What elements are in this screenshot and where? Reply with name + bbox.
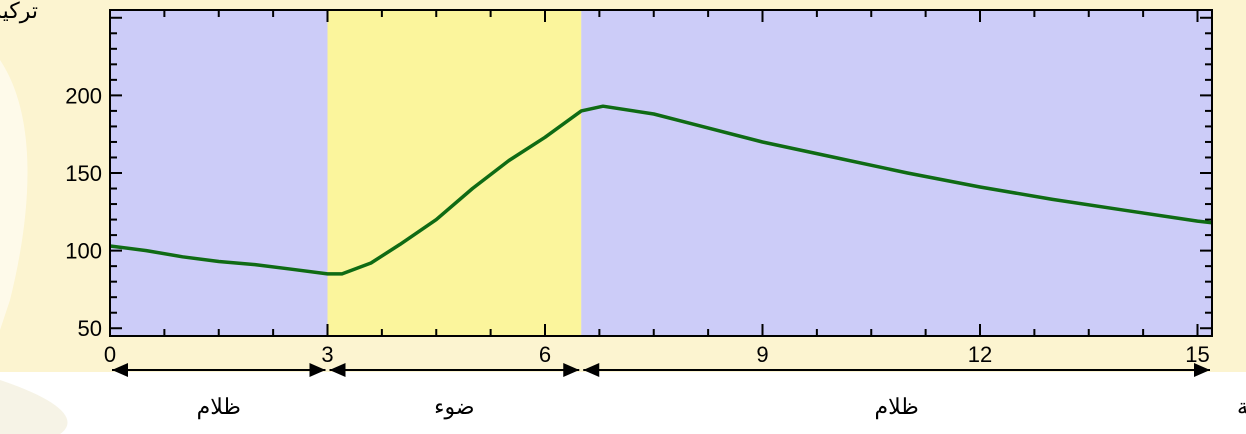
- phase-backgrounds: [110, 10, 1212, 336]
- phase-band-2: [581, 10, 1212, 336]
- x-axis-label: لزمن بالدقيقة: [1237, 394, 1246, 420]
- arrowhead-right: [563, 363, 580, 377]
- arrowhead-left: [583, 363, 600, 377]
- plot-frame: [109, 9, 1213, 337]
- x-tick-label: 12: [968, 342, 992, 367]
- phase-labels: ظلام ضوء ظلام: [197, 394, 919, 420]
- y-axis-label: تركيز: [0, 0, 38, 24]
- phase-label-2: ظلام: [874, 394, 918, 420]
- y-tick-label: 150: [65, 161, 102, 186]
- x-tick-label: 6: [539, 342, 551, 367]
- y-tick-label: 100: [65, 239, 102, 264]
- y-tick-labels: 50 100 150 200: [65, 83, 102, 341]
- arrowhead-left: [112, 363, 128, 377]
- series-line: [109, 104, 1213, 276]
- x-tick-label: 3: [321, 342, 333, 367]
- x-tick-label: 9: [756, 342, 768, 367]
- phase-label-0: ظلام: [197, 394, 241, 420]
- arrowhead-left: [329, 363, 346, 377]
- x-tick-label: 15: [1185, 342, 1209, 367]
- axis-ticks: [109, 10, 1212, 336]
- arrowhead-right: [1194, 363, 1210, 377]
- phase-arrows: [112, 363, 1210, 377]
- x-tick-labels: 0 3 6 9 12 15: [104, 342, 1210, 367]
- y-tick-label: 200: [65, 83, 102, 108]
- phase-label-1: ضوء: [434, 394, 474, 420]
- arrowhead-right: [309, 363, 326, 377]
- phase-band-0: [110, 10, 328, 336]
- phase-band-1: [327, 10, 582, 336]
- x-tick-label: 0: [104, 342, 116, 367]
- y-tick-label: 50: [78, 316, 102, 341]
